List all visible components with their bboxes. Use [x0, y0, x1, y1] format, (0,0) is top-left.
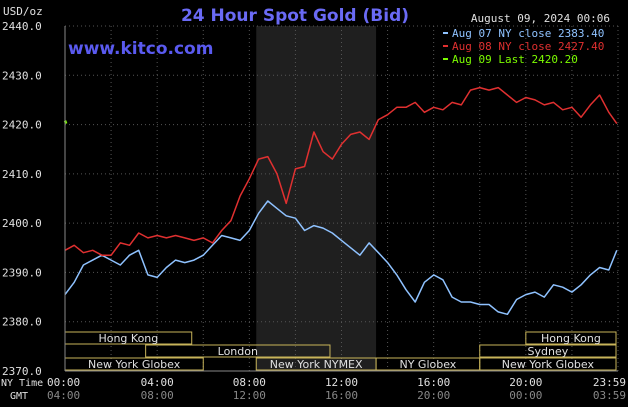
series-line-aug-08	[64, 86, 618, 256]
y-axis-unit-label: USD/oz	[3, 5, 43, 18]
timestamp-label: August 09, 2024 00:06	[471, 12, 610, 25]
y-tick-label: 2430.0	[2, 69, 42, 82]
legend: Aug 07 NY close 2383.40 Aug 08 NY close …	[443, 27, 604, 66]
session-label: Sydney	[528, 345, 569, 358]
x-axis-gmt-label: GMT	[10, 391, 28, 402]
x-tick-gmt: 00:00	[509, 389, 542, 402]
x-tick-ny: 20:00	[509, 376, 542, 389]
x-axis-ny-time-label: NY Time	[1, 378, 43, 389]
session-label: NY Globex	[399, 358, 456, 371]
watermark-url: www.kitco.com	[68, 39, 213, 59]
x-tick-ny: 16:00	[417, 376, 450, 389]
x-tick-gmt: 16:00	[325, 389, 358, 402]
series-line-aug-07	[64, 200, 618, 316]
y-tick-label: 2380.0	[2, 316, 42, 329]
session-label: London	[218, 345, 258, 358]
y-tick-label: 2420.0	[2, 119, 42, 132]
x-tick-gmt: 04:00	[47, 389, 80, 402]
legend-swatch-aug09	[443, 58, 448, 60]
x-tick-ny: 08:00	[233, 376, 266, 389]
y-tick-label: 2400.0	[2, 217, 42, 230]
y-tick-label: 2440.0	[2, 20, 42, 33]
x-tick-ny: 04:00	[141, 376, 174, 389]
y-tick-label: 2410.0	[2, 168, 42, 181]
y-tick-label: 2390.0	[2, 266, 42, 279]
x-tick-gmt: 20:00	[417, 389, 450, 402]
y-tick-label: 2370.0	[2, 365, 42, 378]
chart-title: 24 Hour Spot Gold (Bid)	[181, 6, 409, 26]
nymex-shade-layer	[256, 26, 377, 371]
session-label: New York NYMEX	[270, 358, 363, 371]
x-tick-gmt: 08:00	[141, 389, 174, 402]
legend-swatch-aug07	[443, 32, 448, 34]
axis-layer: 2440.0 2430.0 2420.0 2410.0 2400.0 2390.0 2380…	[2, 20, 626, 402]
x-tick-ny: 00:00	[47, 376, 80, 389]
session-label: New York Globex	[502, 358, 595, 371]
x-tick-gmt: 03:59	[593, 389, 626, 402]
x-tick-ny: 23:59	[593, 376, 626, 389]
legend-entry-aug07: Aug 07 NY close 2383.40	[452, 27, 604, 40]
legend-swatch-aug08	[443, 45, 448, 47]
session-label: Hong Kong	[541, 332, 601, 345]
x-tick-gmt: 12:00	[233, 389, 266, 402]
x-tick-ny: 12:00	[325, 376, 358, 389]
session-label: Hong Kong	[98, 332, 158, 345]
session-label: New York Globex	[88, 358, 181, 371]
nymex-session-shade	[256, 26, 377, 371]
session-bar	[479, 357, 617, 371]
legend-entry-aug09: Aug 09 Last 2420.20	[452, 53, 578, 66]
legend-entry-aug08: Aug 08 NY close 2427.40	[452, 40, 604, 53]
session-bar	[479, 344, 617, 358]
session-bar	[525, 331, 617, 345]
session-bar	[145, 344, 331, 358]
